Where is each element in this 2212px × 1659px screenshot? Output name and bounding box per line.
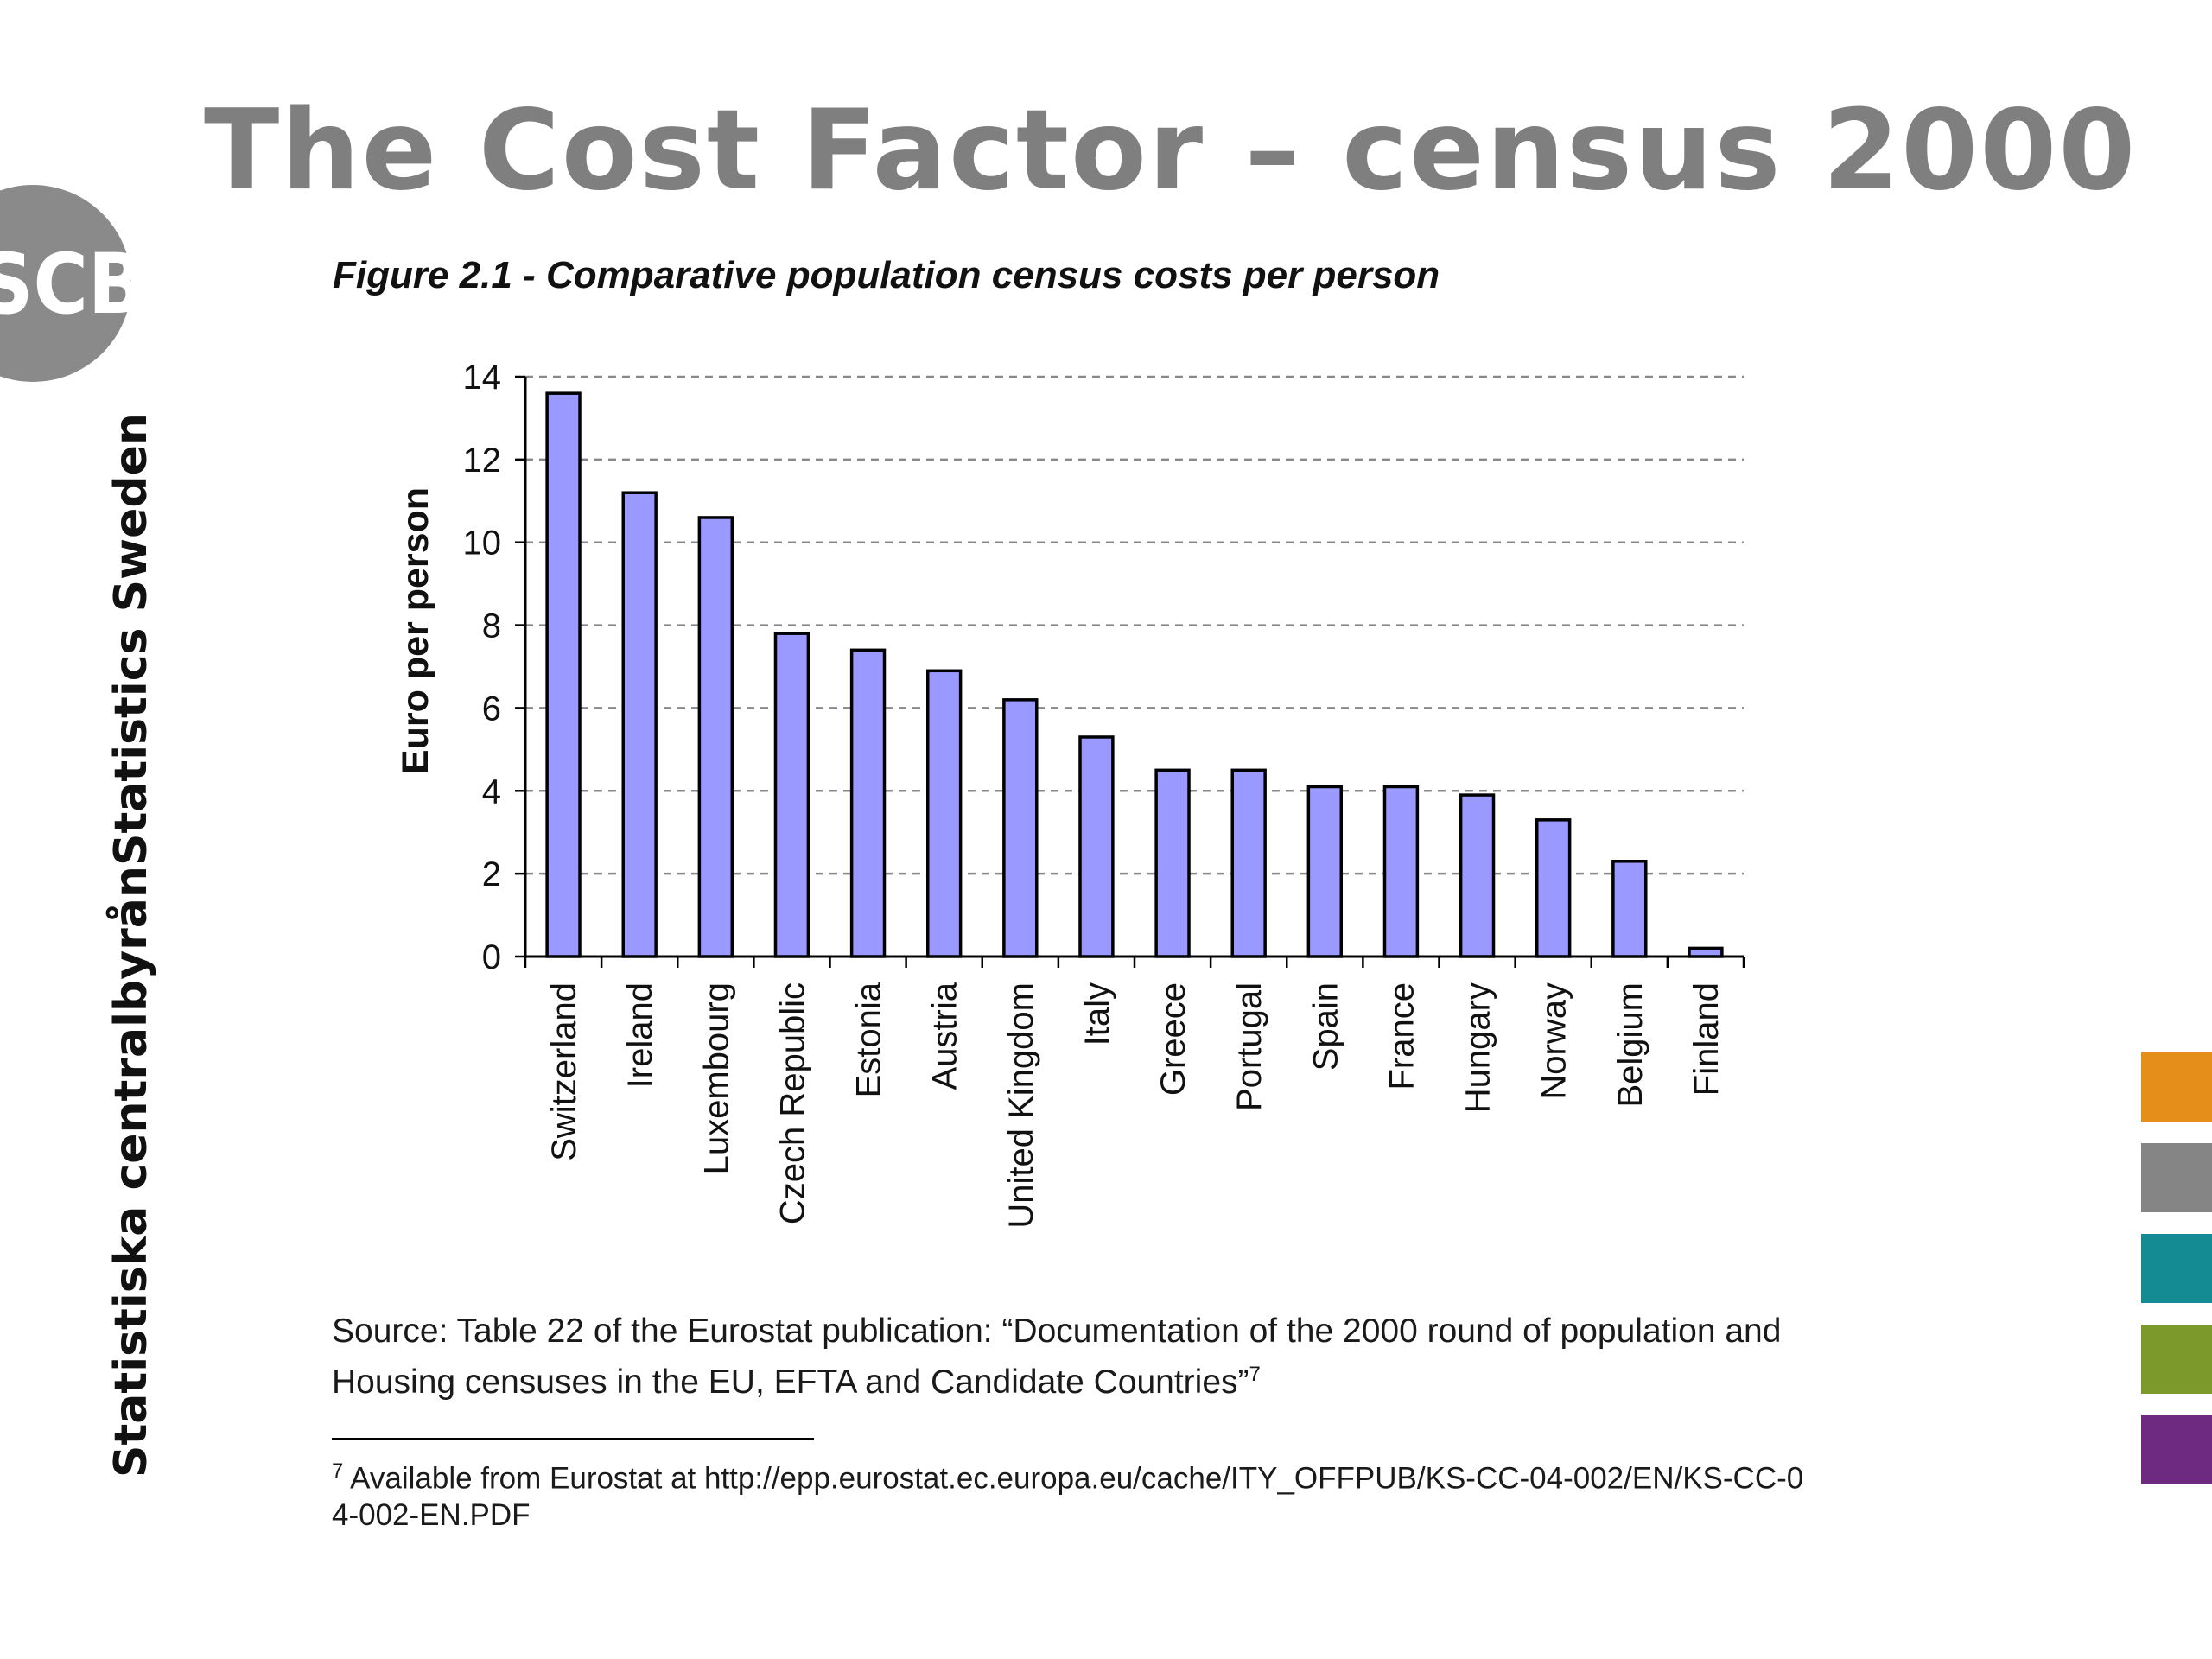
y-tick-label: 14 xyxy=(463,359,502,397)
logo-circle xyxy=(0,185,131,382)
color-tab-gray xyxy=(2141,1143,2212,1212)
y-tick-label: 10 xyxy=(463,524,502,563)
bar xyxy=(1382,785,1420,958)
bar xyxy=(621,491,658,958)
slide-title: The Cost Factor – census 2000 xyxy=(204,86,2138,215)
x-tick-label: Hungary xyxy=(1459,982,1497,1113)
bar xyxy=(1230,768,1267,958)
x-tick-label: Ireland xyxy=(621,982,659,1088)
footnote: 7 Available from Eurostat at http://epp.… xyxy=(332,1453,1818,1534)
y-tick-label: 0 xyxy=(482,938,501,976)
source-text-body: Source: Table 22 of the Eurostat publica… xyxy=(332,1313,1782,1401)
x-tick-label: Greece xyxy=(1154,982,1192,1096)
source-text: Source: Table 22 of the Eurostat publica… xyxy=(332,1310,1904,1404)
color-tab-orange xyxy=(2141,1052,2212,1122)
bar xyxy=(925,669,963,958)
logo-text: SCB xyxy=(0,236,135,333)
y-tick-label: 4 xyxy=(482,772,501,810)
x-tick-label: Norway xyxy=(1535,982,1573,1100)
color-tab-teal xyxy=(2141,1234,2212,1303)
source-footnote-marker: 7 xyxy=(1249,1363,1261,1386)
bar xyxy=(1306,785,1344,958)
bar-chart: 0 2 4 6 8 10 12 14 Switzerland Ireland Luxembourg C… xyxy=(395,359,1745,1229)
x-tick-label: Finland xyxy=(1688,982,1726,1096)
footnote-divider xyxy=(332,1438,814,1440)
x-tick-label: Portugal xyxy=(1230,982,1268,1111)
figure-caption: Figure 2.1 - Comparative population cens… xyxy=(333,254,1440,296)
bar xyxy=(773,632,810,958)
bar xyxy=(849,648,887,958)
y-tick-label: 2 xyxy=(482,855,501,893)
bar xyxy=(1459,793,1496,958)
x-tick-label: Switzerland xyxy=(545,982,583,1161)
bar xyxy=(545,391,582,958)
bar xyxy=(697,516,734,958)
x-tick-label: United Kingdom xyxy=(1002,982,1040,1229)
bars xyxy=(545,391,1724,958)
x-tick-label: France xyxy=(1382,982,1421,1090)
axes: 0 2 4 6 8 10 12 14 Switzerland Ireland Luxembourg C… xyxy=(463,359,1745,1229)
x-tick-label: Luxembourg xyxy=(697,982,735,1174)
bar xyxy=(1535,818,1572,958)
bar xyxy=(1154,768,1191,958)
color-tab-purple xyxy=(2141,1415,2212,1484)
x-tick-label: Estonia xyxy=(850,982,888,1097)
x-tick-label: Austria xyxy=(926,982,964,1090)
bar xyxy=(1078,735,1115,958)
bar xyxy=(1002,698,1039,958)
bar xyxy=(1611,860,1648,958)
y-tick-label: 6 xyxy=(482,690,501,728)
scb-logo: SCB xyxy=(0,185,135,382)
color-tab-olive xyxy=(2141,1325,2212,1394)
x-tick-label: Italy xyxy=(1078,982,1116,1046)
y-tick-label: 8 xyxy=(482,607,501,645)
y-tick-label: 12 xyxy=(463,442,502,480)
x-tick-label: Spain xyxy=(1306,982,1344,1071)
footnote-body: Available from Eurostat at http://epp.eu… xyxy=(332,1461,1804,1532)
y-axis-label: Euro per person xyxy=(395,487,436,774)
x-tick-label: Czech Republic xyxy=(773,982,811,1224)
x-tick-label: Belgium xyxy=(1611,982,1649,1108)
footnote-marker: 7 xyxy=(332,1459,344,1483)
